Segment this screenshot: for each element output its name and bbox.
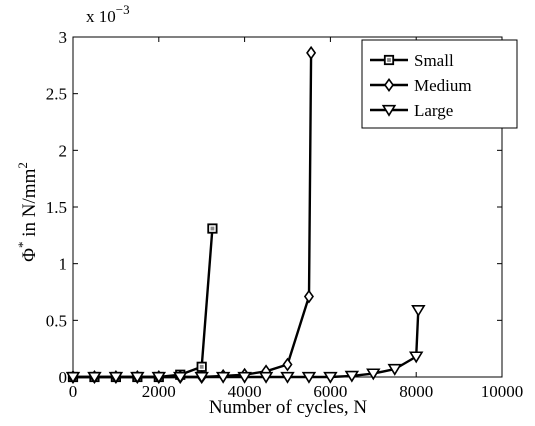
- data-point: [344, 370, 360, 383]
- series-line: [73, 310, 420, 379]
- data-point: [194, 371, 209, 384]
- y-tick-label: 2.5: [46, 85, 67, 104]
- series-small: [67, 223, 218, 383]
- data-point: [258, 371, 274, 384]
- series-large: [65, 304, 426, 384]
- y-axis-label: Φ* in N/mm2: [15, 162, 40, 262]
- data-point: [130, 371, 145, 384]
- x-tick-label: 10000: [481, 382, 524, 401]
- data-point: [303, 289, 314, 304]
- x-tick-label: 0: [69, 382, 78, 401]
- y-tick-label: 2: [59, 141, 68, 160]
- data-point: [323, 371, 338, 384]
- legend-label: Small: [414, 51, 454, 70]
- y-tick-label: 3: [59, 28, 68, 47]
- data-point: [408, 351, 424, 364]
- series-line: [73, 228, 214, 379]
- y-multiplier: x 10−3: [86, 2, 130, 26]
- legend-entry-large: Large: [370, 101, 453, 120]
- x-tick-label: 2000: [142, 382, 176, 401]
- series-line: [73, 52, 313, 379]
- data-point: [306, 45, 317, 60]
- x-tick-label: 8000: [399, 382, 433, 401]
- x-axis: 0 2000 4000 6000 8000 10000: [69, 37, 524, 401]
- legend-label: Large: [414, 101, 453, 120]
- x-axis-label: Number of cycles, N: [209, 397, 368, 418]
- data-point: [280, 371, 295, 384]
- diamond-marker: [383, 78, 395, 92]
- data-point: [151, 371, 167, 384]
- legend-label: Medium: [414, 76, 472, 95]
- triangle-down-marker: [381, 104, 397, 117]
- legend-entry-small: Small: [370, 51, 454, 70]
- data-point: [108, 371, 124, 384]
- series-medium: [67, 45, 317, 384]
- legend-entry-medium: Medium: [370, 76, 472, 95]
- data-point: [366, 368, 381, 381]
- y-tick-label: 0.5: [46, 311, 67, 330]
- y-tick-label: 1: [59, 255, 68, 274]
- series-layer: [65, 45, 426, 384]
- data-point: [411, 304, 426, 317]
- data-point: [87, 371, 102, 384]
- legend: Small Medium Large: [361, 39, 518, 129]
- x-tick-label: 6000: [313, 382, 347, 401]
- data-point: [215, 371, 231, 384]
- y-tick-label: 0: [59, 368, 68, 387]
- data-point: [173, 371, 188, 384]
- y-tick-label: 1.5: [46, 198, 67, 217]
- data-point: [301, 371, 317, 384]
- data-point: [237, 371, 252, 384]
- data-point: [387, 363, 402, 376]
- data-point: [282, 357, 293, 372]
- data-point: [65, 371, 81, 384]
- x-tick-label: 4000: [228, 382, 262, 401]
